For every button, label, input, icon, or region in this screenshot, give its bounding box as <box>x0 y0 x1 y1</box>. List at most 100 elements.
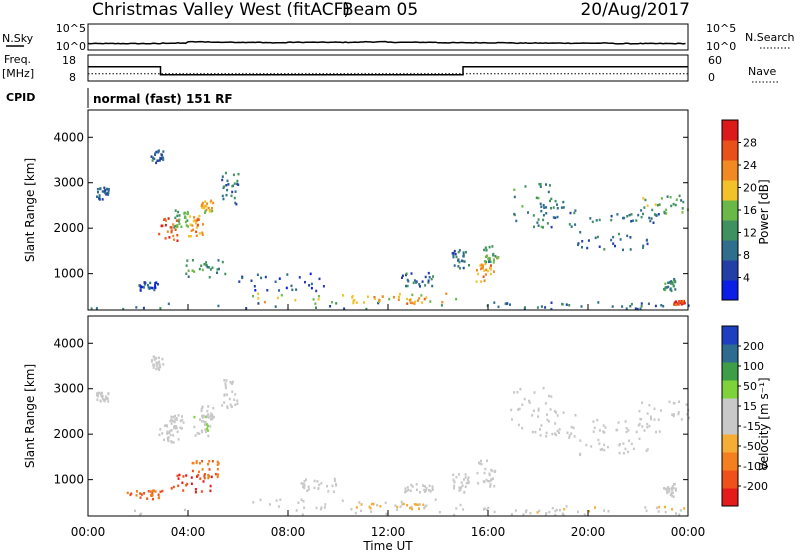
power-cell <box>574 209 577 212</box>
velocity-cell <box>668 400 671 404</box>
velocity-cell <box>210 413 213 416</box>
power-cell <box>603 248 606 251</box>
velocity-cell <box>521 403 524 406</box>
power-cell <box>636 307 639 311</box>
velocity-cell <box>275 499 278 502</box>
velocity-cell <box>259 498 262 502</box>
power-cell <box>257 292 260 296</box>
velocity-cell <box>685 403 688 406</box>
power-cell <box>455 255 458 259</box>
power-cell <box>209 268 212 271</box>
velocity-cell <box>667 486 670 489</box>
velocity-cell <box>513 391 516 394</box>
power-cell <box>264 275 267 279</box>
power-cell <box>487 260 490 264</box>
velocity-cell <box>303 480 306 483</box>
velocity-cell <box>173 420 176 424</box>
power-cell <box>440 304 443 307</box>
power-cell <box>135 306 138 309</box>
nsky-label: N.Sky <box>2 32 34 45</box>
velocity-cell <box>510 408 513 412</box>
power-cell <box>545 212 548 215</box>
power-cell <box>424 284 427 287</box>
power-cell <box>186 212 189 216</box>
power-cell <box>513 212 516 216</box>
power-cell <box>208 276 211 279</box>
power-cell <box>673 303 676 306</box>
power-cell <box>186 225 189 228</box>
velocity-cell <box>317 487 320 490</box>
power-cell <box>484 246 487 249</box>
power-cell <box>163 217 166 221</box>
power-cell <box>177 210 180 214</box>
velocity-cell <box>488 480 491 483</box>
velocity-cell <box>570 432 573 435</box>
power-cell <box>139 288 142 292</box>
power-cell <box>221 178 224 182</box>
power-cell <box>276 296 279 300</box>
power-cell <box>418 283 421 286</box>
power-cell <box>475 269 478 272</box>
power-cell <box>630 213 633 216</box>
power-cell <box>468 264 470 267</box>
velocity-cell <box>297 501 300 504</box>
velocity-cell <box>181 481 184 484</box>
power-cell <box>409 301 412 304</box>
velocity-cell <box>217 473 219 476</box>
power-cell <box>682 299 685 303</box>
velocity-cell <box>410 505 413 509</box>
colorbar-tick-label: 8 <box>743 249 750 262</box>
power-cell <box>424 275 427 279</box>
velocity-cell <box>143 492 146 495</box>
power-cell <box>398 292 401 296</box>
velocity-cell <box>358 501 361 504</box>
velocity-cell <box>182 421 185 424</box>
velocity-cell <box>199 418 201 421</box>
power-cell <box>664 286 667 289</box>
velocity-cell <box>191 469 194 473</box>
power-cell <box>363 301 365 304</box>
power-cell <box>682 200 685 204</box>
colorbar-tick-label: 16 <box>743 204 757 217</box>
velocity-cell <box>140 493 143 496</box>
power-cell <box>157 283 159 286</box>
velocity-cell <box>423 507 426 510</box>
velocity-cell <box>680 418 683 421</box>
power-cell <box>457 258 460 261</box>
power-cell <box>635 219 638 222</box>
velocity-cell <box>206 409 209 413</box>
velocity-cell <box>185 474 188 477</box>
power-cell <box>667 285 670 289</box>
power-cell <box>544 306 547 309</box>
velocity-cell <box>153 358 156 361</box>
power-cell <box>226 188 229 192</box>
velocity-cell <box>313 486 316 490</box>
power-cell <box>550 207 552 210</box>
velocity-cell <box>197 473 200 477</box>
velocity-cell <box>134 509 136 513</box>
velocity-cell <box>177 414 180 417</box>
power-cell <box>477 272 480 276</box>
velocity-cell <box>672 486 675 490</box>
power-cell <box>202 223 204 226</box>
power-cell <box>201 201 204 205</box>
power-cell <box>539 182 542 186</box>
velocity-cell <box>190 476 193 479</box>
velocity-cell <box>545 512 548 515</box>
velocity-cell <box>107 400 110 403</box>
power-cell <box>425 296 428 299</box>
power-cell <box>406 278 409 282</box>
power-cell <box>174 228 177 231</box>
velocity-cell <box>268 503 271 506</box>
velocity-cell <box>170 422 173 425</box>
power-cell <box>352 299 355 303</box>
velocity-cell <box>177 438 180 441</box>
velocity-cell <box>151 489 154 492</box>
power-cell <box>681 301 684 304</box>
velocity-cell <box>516 391 519 394</box>
power-cell <box>678 300 681 303</box>
velocity-cell <box>163 438 165 442</box>
velocity-cell <box>545 431 548 435</box>
velocity-cell <box>139 492 142 495</box>
power-cell <box>159 307 162 310</box>
